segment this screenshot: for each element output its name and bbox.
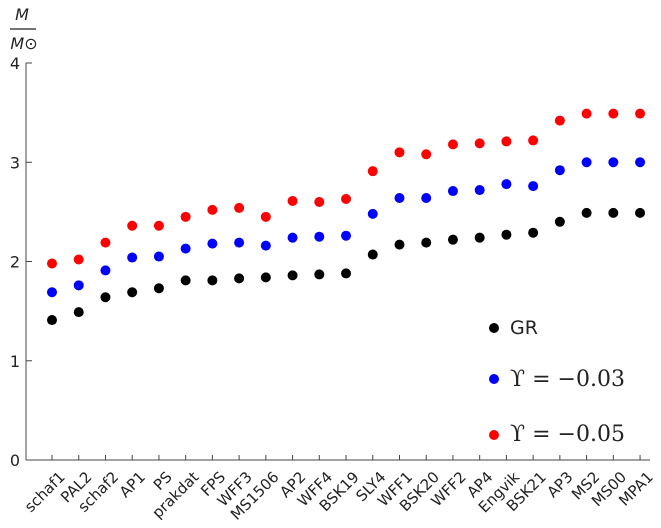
data-point-series-2-AP1 [127, 220, 138, 231]
data-point-series-2-BSK21 [528, 135, 539, 146]
y-axis-label-numerator: M [15, 5, 29, 24]
y-tick-label: 1 [10, 352, 20, 371]
y-axis-label-denominator: M⊙ [10, 34, 37, 53]
legend-label-upsilon-005: ϒ = −0.05 [510, 422, 625, 447]
data-point-series-1-FPS [207, 238, 218, 249]
data-point-series-0-PS [153, 283, 164, 294]
data-point-series-1-BSK20 [421, 192, 432, 203]
data-point-series-2-WFF4 [314, 196, 325, 207]
data-point-series-2-WFF3 [234, 202, 245, 213]
data-point-series-2-AP4 [474, 138, 485, 149]
data-point-series-2-AP3 [554, 115, 565, 126]
data-point-series-0-MS1506 [260, 272, 271, 283]
y-tick-label: 2 [10, 253, 20, 272]
data-point-series-1-schaf2 [100, 265, 111, 276]
data-point-series-0-AP4 [474, 232, 485, 243]
data-point-series-0-Engvik [501, 229, 512, 240]
data-point-series-0-prakdat [180, 275, 191, 286]
data-points [47, 108, 646, 326]
data-point-series-2-BSK19 [341, 193, 352, 204]
legend-label-gr: GR [510, 317, 538, 339]
data-point-series-1-prakdat [180, 243, 191, 254]
data-point-series-1-PAL2 [73, 280, 84, 291]
data-point-series-0-WFF4 [314, 269, 325, 280]
data-point-series-0-WFF3 [234, 273, 245, 284]
data-point-series-0-AP3 [554, 216, 565, 227]
data-point-series-1-WFF1 [394, 192, 405, 203]
data-point-series-0-AP2 [287, 270, 298, 281]
data-point-series-2-PAL2 [73, 254, 84, 265]
y-axis-label: M M⊙ [10, 5, 38, 53]
data-point-series-1-MS00 [608, 157, 619, 168]
data-point-series-1-WFF2 [447, 186, 458, 197]
data-point-series-1-MS2 [581, 157, 592, 168]
data-point-series-0-schaf2 [100, 292, 111, 303]
data-point-series-2-Engvik [501, 136, 512, 147]
data-point-series-2-schaf1 [47, 258, 57, 269]
data-point-series-0-MS00 [608, 207, 619, 218]
y-tick-label: 3 [10, 153, 20, 172]
data-point-series-2-MPA1 [635, 108, 646, 119]
data-point-series-0-PAL2 [73, 307, 84, 318]
x-tick-label: AP3 [543, 468, 576, 501]
data-point-series-1-WFF3 [234, 237, 245, 248]
data-point-series-2-PS [153, 220, 164, 231]
legend-marker-upsilon-003 [489, 374, 499, 384]
data-point-series-1-Engvik [501, 179, 512, 190]
data-point-series-1-AP2 [287, 232, 298, 243]
data-point-series-0-BSK20 [421, 237, 432, 248]
y-ticks: 0 1 2 3 4 [10, 54, 32, 470]
data-point-series-2-schaf2 [100, 237, 111, 248]
legend: GR ϒ = −0.03 ϒ = −0.05 [489, 317, 625, 447]
data-point-series-1-WFF4 [314, 231, 325, 242]
data-point-series-2-AP2 [287, 195, 298, 206]
data-point-series-2-MS2 [581, 108, 592, 119]
data-point-series-0-BSK21 [528, 227, 539, 238]
data-point-series-2-prakdat [180, 211, 191, 222]
data-point-series-0-FPS [207, 275, 218, 286]
data-point-series-2-MS00 [608, 108, 619, 119]
legend-label-upsilon-003: ϒ = −0.03 [510, 367, 625, 392]
data-point-series-2-WFF2 [447, 139, 458, 150]
data-point-series-0-AP1 [127, 287, 138, 298]
x-tick-label: AP1 [116, 468, 149, 501]
data-point-series-2-WFF1 [394, 147, 405, 158]
data-point-series-2-FPS [207, 204, 218, 215]
data-point-series-1-MS1506 [260, 240, 271, 251]
legend-marker-gr [489, 323, 499, 333]
data-point-series-0-MS2 [581, 207, 592, 218]
data-point-series-0-MPA1 [635, 207, 646, 218]
data-point-series-1-BSK21 [528, 181, 539, 192]
data-point-series-1-AP4 [474, 185, 485, 196]
legend-item-gr: GR [489, 317, 538, 339]
data-point-series-1-MPA1 [635, 157, 646, 168]
data-point-series-1-schaf1 [47, 287, 57, 298]
data-point-series-0-SLY4 [367, 249, 378, 260]
data-point-series-1-AP3 [554, 165, 565, 176]
legend-marker-upsilon-005 [489, 430, 499, 440]
legend-item-upsilon-003: ϒ = −0.03 [489, 367, 625, 392]
data-point-series-0-WFF2 [447, 234, 458, 245]
data-point-series-1-AP1 [127, 252, 138, 263]
data-point-series-2-SLY4 [367, 166, 378, 177]
data-point-series-0-schaf1 [47, 315, 57, 326]
data-point-series-2-BSK20 [421, 149, 432, 160]
y-tick-label: 4 [10, 54, 20, 73]
data-point-series-0-BSK19 [341, 268, 352, 279]
legend-item-upsilon-005: ϒ = −0.05 [489, 422, 625, 447]
data-point-series-1-PS [153, 251, 164, 262]
data-point-series-1-BSK19 [341, 230, 352, 241]
data-point-series-2-MS1506 [260, 211, 271, 222]
y-tick-label: 0 [10, 451, 20, 470]
data-point-series-1-SLY4 [367, 208, 378, 219]
data-point-series-0-WFF1 [394, 239, 405, 250]
